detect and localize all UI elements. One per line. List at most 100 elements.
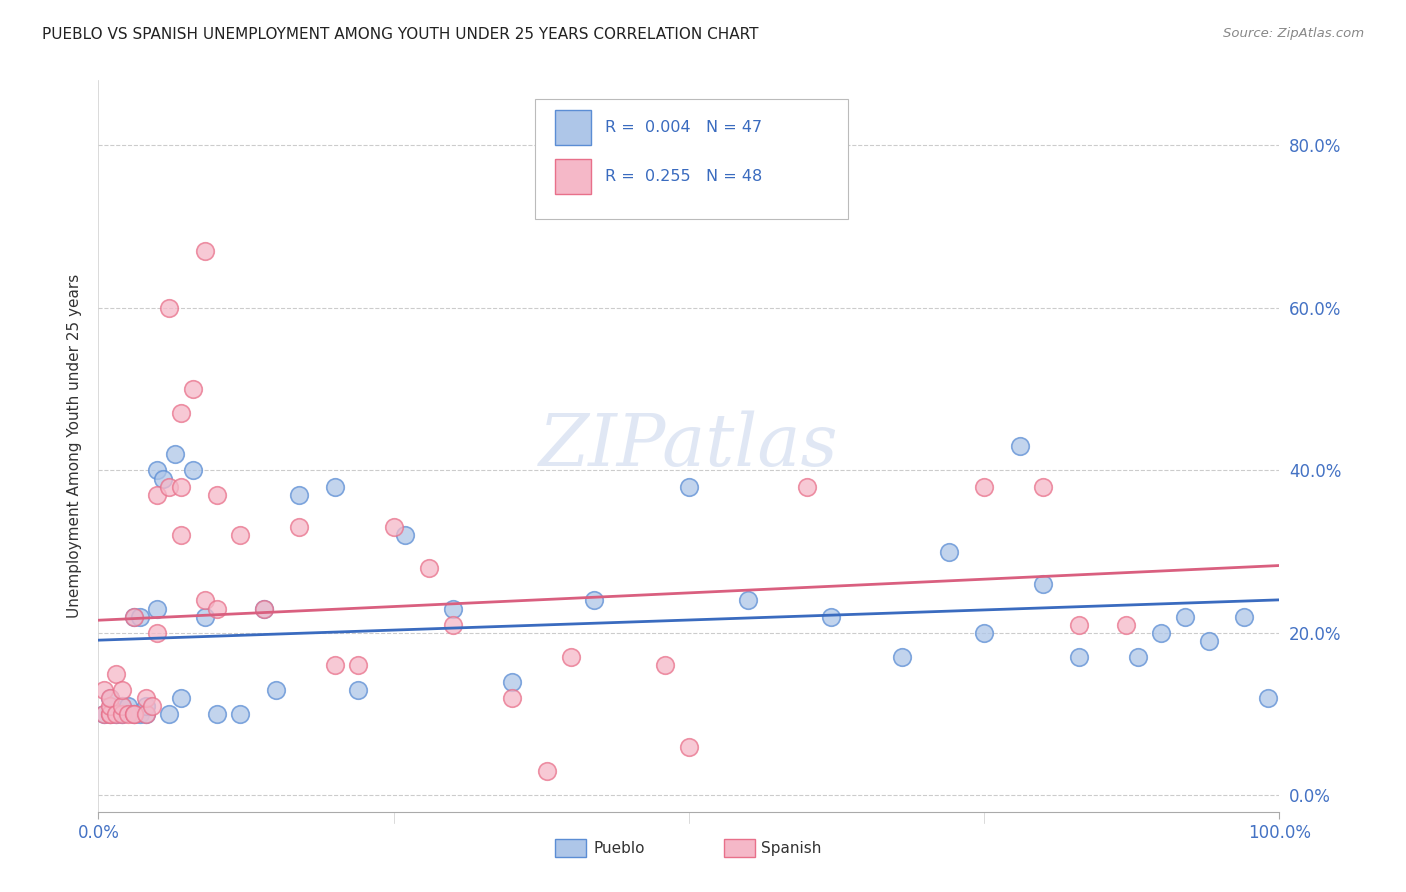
Point	[122, 707, 145, 722]
Point	[98, 690, 121, 705]
Point	[105, 707, 128, 722]
Text: Source: ZipAtlas.com: Source: ZipAtlas.com	[1223, 27, 1364, 40]
Point	[253, 601, 276, 615]
Point	[111, 699, 134, 714]
Point	[111, 682, 134, 697]
Point	[1008, 439, 1031, 453]
Point	[1067, 617, 1090, 632]
Point	[111, 707, 134, 722]
Point	[1233, 609, 1256, 624]
Point	[678, 480, 700, 494]
Point	[1032, 577, 1054, 591]
Point	[890, 650, 912, 665]
Point	[105, 666, 128, 681]
Point	[93, 707, 115, 722]
Point	[583, 593, 606, 607]
Point	[194, 609, 217, 624]
Point	[111, 699, 134, 714]
Point	[146, 488, 169, 502]
Point	[418, 561, 440, 575]
Point	[820, 609, 842, 624]
Point	[141, 699, 163, 714]
Text: PUEBLO VS SPANISH UNEMPLOYMENT AMONG YOUTH UNDER 25 YEARS CORRELATION CHART: PUEBLO VS SPANISH UNEMPLOYMENT AMONG YOU…	[42, 27, 759, 42]
Point	[122, 707, 145, 722]
Point	[501, 690, 523, 705]
Point	[441, 617, 464, 632]
Y-axis label: Unemployment Among Youth under 25 years: Unemployment Among Youth under 25 years	[66, 274, 82, 618]
Point	[152, 471, 174, 485]
Point	[117, 699, 139, 714]
Point	[1257, 690, 1279, 705]
Point	[194, 244, 217, 258]
Point	[117, 707, 139, 722]
Point	[1115, 617, 1137, 632]
Point	[98, 699, 121, 714]
Bar	[555, 159, 591, 194]
Point	[796, 480, 818, 494]
Point	[973, 626, 995, 640]
Point	[394, 528, 416, 542]
Point	[1198, 634, 1220, 648]
Point	[128, 707, 150, 722]
Point	[105, 707, 128, 722]
Point	[264, 682, 287, 697]
Point	[122, 609, 145, 624]
Point	[194, 593, 217, 607]
Point	[229, 528, 252, 542]
Point	[382, 520, 405, 534]
Point	[157, 301, 180, 315]
Point	[205, 707, 228, 722]
Point	[229, 707, 252, 722]
Point	[1150, 626, 1173, 640]
Text: R =  0.255   N = 48: R = 0.255 N = 48	[605, 169, 762, 184]
Point	[170, 480, 193, 494]
Point	[157, 480, 180, 494]
Text: ZIPatlas: ZIPatlas	[538, 410, 839, 482]
Point	[737, 593, 759, 607]
Point	[93, 682, 115, 697]
Point	[1174, 609, 1197, 624]
Point	[323, 480, 346, 494]
Point	[1126, 650, 1149, 665]
Point	[122, 707, 145, 722]
Point	[973, 480, 995, 494]
Point	[93, 707, 115, 722]
Point	[98, 690, 121, 705]
FancyBboxPatch shape	[536, 99, 848, 219]
Point	[441, 601, 464, 615]
Point	[135, 699, 157, 714]
Point	[678, 739, 700, 754]
Point	[654, 658, 676, 673]
Text: Spanish: Spanish	[761, 841, 821, 855]
Point	[181, 382, 204, 396]
Bar	[555, 110, 591, 145]
Point	[170, 690, 193, 705]
Point	[560, 650, 582, 665]
Point	[938, 544, 960, 558]
Point	[288, 520, 311, 534]
Point	[157, 707, 180, 722]
Point	[323, 658, 346, 673]
Point	[205, 488, 228, 502]
Point	[347, 682, 370, 697]
Point	[253, 601, 276, 615]
Point	[146, 601, 169, 615]
Point	[205, 601, 228, 615]
Point	[170, 407, 193, 421]
Point	[98, 707, 121, 722]
Point	[1067, 650, 1090, 665]
Point	[146, 626, 169, 640]
Point	[288, 488, 311, 502]
Point	[98, 707, 121, 722]
Point	[135, 707, 157, 722]
Text: R =  0.004   N = 47: R = 0.004 N = 47	[605, 120, 762, 135]
Point	[122, 609, 145, 624]
Point	[347, 658, 370, 673]
Point	[146, 463, 169, 477]
Point	[111, 707, 134, 722]
Point	[501, 674, 523, 689]
Point	[181, 463, 204, 477]
Text: Pueblo: Pueblo	[593, 841, 645, 855]
Point	[135, 690, 157, 705]
Point	[135, 707, 157, 722]
